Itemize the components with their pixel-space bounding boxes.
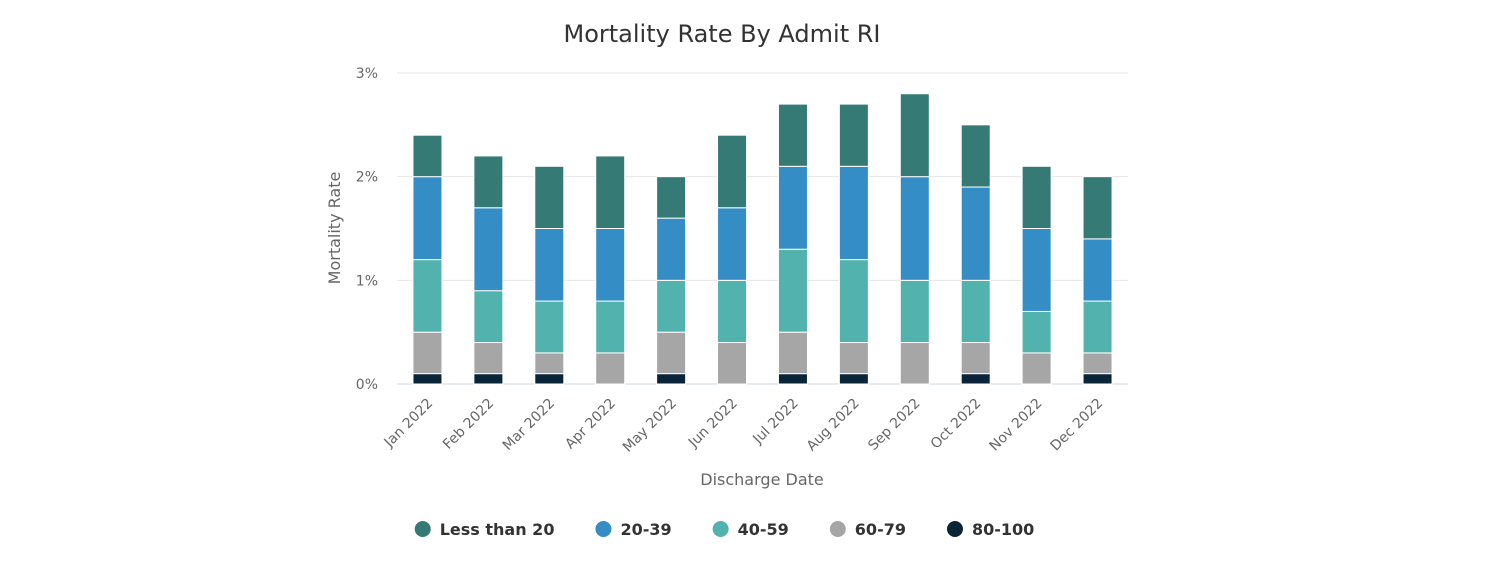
bar-segment[interactable] (1021, 165, 1052, 230)
bar-segment[interactable] (838, 342, 869, 375)
legend-item[interactable]: Less than 20 (414, 520, 555, 539)
legend-item[interactable]: 20-39 (595, 520, 672, 539)
y-axis-ticks: 0% 1% 2% 3% (356, 66, 378, 393)
bar-segment[interactable] (656, 331, 687, 375)
x-tick-label: Oct 2022 (928, 396, 985, 453)
y-tick-label: 1% (356, 273, 378, 289)
bar-segment[interactable] (717, 342, 748, 385)
x-tick-label: Jul 2022 (749, 396, 801, 448)
bar-segment[interactable] (838, 165, 869, 261)
x-tick-label: Aug 2022 (804, 396, 863, 455)
legend-marker (712, 521, 729, 537)
bar-segment[interactable] (595, 352, 626, 385)
bar-segment[interactable] (1082, 373, 1113, 385)
bar-segment[interactable] (899, 93, 930, 178)
x-tick-label: May 2022 (620, 396, 680, 456)
bar-segment[interactable] (777, 165, 808, 250)
legend-item[interactable]: 60-79 (829, 520, 906, 539)
bar-segment[interactable] (534, 165, 565, 230)
bar-segment[interactable] (1082, 300, 1113, 354)
x-axis-ticks: Jan 2022 Feb 2022 Mar 2022 Apr 2022 May 2022… (381, 396, 1107, 456)
bar-segment[interactable] (960, 373, 991, 385)
legend-item[interactable]: 80-100 (946, 520, 1034, 539)
legend-label: 80-100 (972, 520, 1034, 539)
bar-segment[interactable] (838, 259, 869, 344)
bar-segment[interactable] (656, 279, 687, 333)
legend-label: 40-59 (738, 520, 789, 539)
y-tick-label: 3% (356, 66, 378, 82)
bar-segment[interactable] (838, 103, 869, 167)
x-tick-label: Sep 2022 (865, 396, 923, 454)
bar-segment[interactable] (899, 176, 930, 281)
bar-segment[interactable] (899, 342, 930, 385)
bar-segment[interactable] (777, 103, 808, 167)
bar-segment[interactable] (656, 176, 687, 219)
bar-segment[interactable] (656, 373, 687, 385)
x-tick-label: Apr 2022 (562, 396, 619, 453)
bar-segment[interactable] (656, 217, 687, 281)
legend-marker (946, 521, 963, 537)
bar-segment[interactable] (595, 155, 626, 229)
gridlines (397, 72, 1128, 385)
y-axis-title: Mortality Rate (325, 172, 344, 285)
bar-segment[interactable] (534, 300, 565, 354)
legend-item[interactable]: 40-59 (712, 520, 789, 539)
bar-segment[interactable] (595, 300, 626, 354)
x-axis-title: Discharge Date (700, 470, 823, 489)
x-tick-label: Nov 2022 (986, 396, 1045, 455)
bar-segment[interactable] (473, 290, 504, 344)
chart-title: Mortality Rate By Admit RI (564, 20, 881, 48)
bar-segment[interactable] (412, 331, 443, 375)
bar-segment[interactable] (717, 279, 748, 344)
bar-segment[interactable] (412, 259, 443, 333)
bar-segment[interactable] (1021, 310, 1052, 354)
legend-marker (829, 521, 846, 537)
bar-segment[interactable] (1021, 352, 1052, 385)
bar-segment[interactable] (473, 155, 504, 209)
legend: Less than 20 20-39 40-59 60-79 80-100 (414, 520, 1034, 539)
legend-label: 60-79 (855, 520, 906, 539)
y-tick-label: 2% (356, 170, 378, 186)
bar-segment[interactable] (777, 373, 808, 385)
bar-segment[interactable] (1082, 176, 1113, 240)
bar-segment[interactable] (595, 228, 626, 302)
bar-segment[interactable] (412, 373, 443, 385)
bar-segment[interactable] (1021, 228, 1052, 312)
bars (412, 93, 1113, 385)
bar-segment[interactable] (777, 331, 808, 375)
bar-segment[interactable] (1082, 352, 1113, 375)
legend-label: 20-39 (620, 520, 671, 539)
x-tick-label: Jan 2022 (381, 396, 437, 452)
bar-segment[interactable] (838, 373, 869, 385)
bar-segment[interactable] (473, 207, 504, 292)
bar-segment[interactable] (899, 279, 930, 344)
bar-segment[interactable] (412, 176, 443, 261)
bar-segment[interactable] (960, 342, 991, 375)
legend-label: Less than 20 (440, 520, 555, 539)
bar-segment[interactable] (717, 134, 748, 209)
bar-segment[interactable] (777, 248, 808, 333)
x-tick-label: Jun 2022 (685, 396, 741, 452)
bar-segment[interactable] (473, 373, 504, 385)
bar-segment[interactable] (1082, 238, 1113, 302)
bar-segment[interactable] (534, 373, 565, 385)
y-tick-label: 0% (356, 377, 378, 393)
bar-segment[interactable] (412, 134, 443, 178)
bar-segment[interactable] (717, 207, 748, 281)
bar-segment[interactable] (960, 124, 991, 188)
legend-marker (414, 521, 431, 537)
bar-segment[interactable] (534, 228, 565, 302)
x-tick-label: Mar 2022 (500, 396, 558, 454)
x-tick-label: Feb 2022 (440, 396, 497, 453)
bar-segment[interactable] (960, 186, 991, 281)
bar-segment[interactable] (473, 342, 504, 375)
legend-marker (595, 521, 612, 537)
bar-segment[interactable] (960, 279, 991, 344)
bar-segment[interactable] (534, 352, 565, 375)
x-tick-label: Dec 2022 (1048, 396, 1107, 455)
